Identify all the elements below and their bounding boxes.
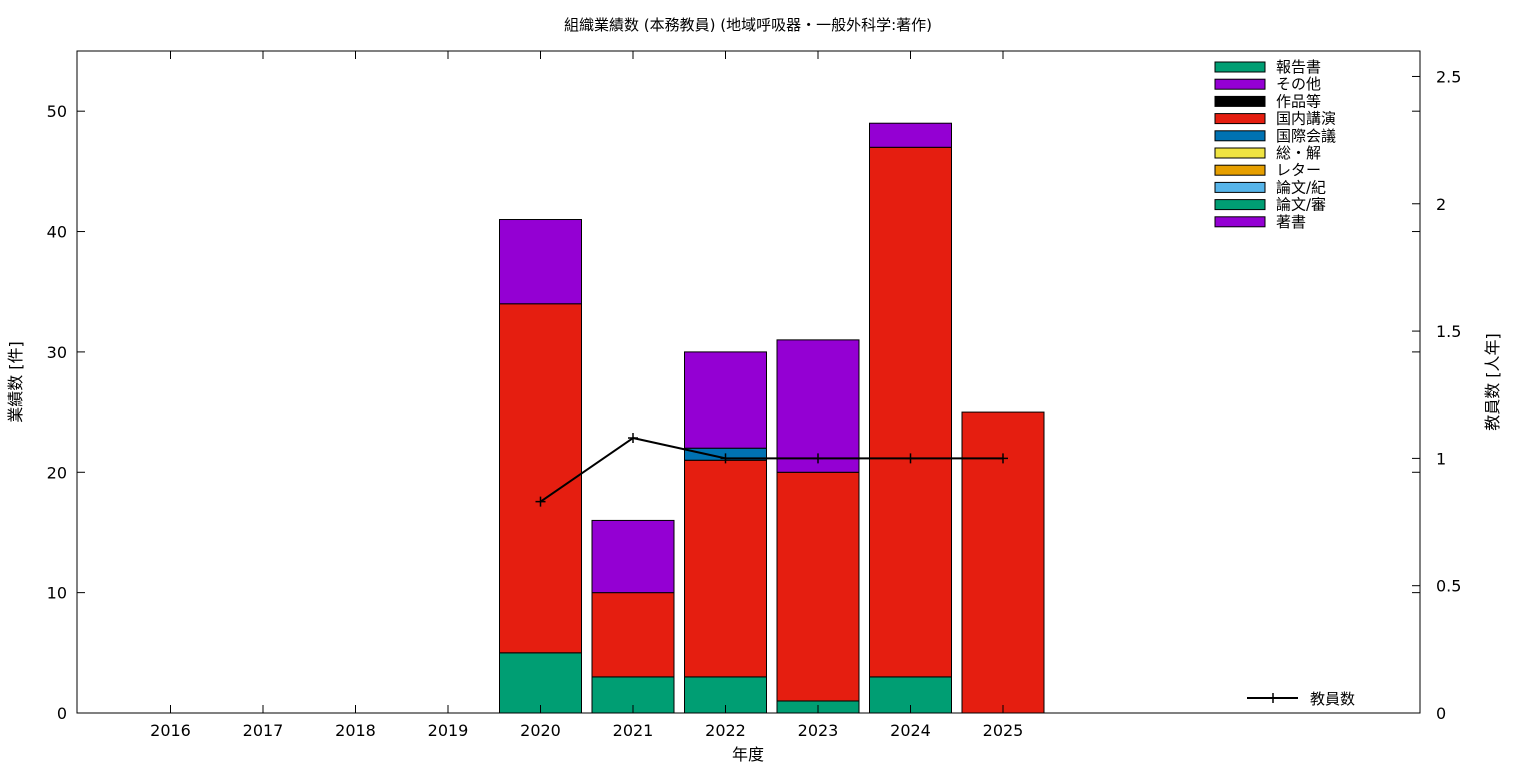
legend-swatch-国内講演 [1214,113,1266,125]
bar-国内講演-2021 [591,592,675,678]
legend-swatch-作品等 [1214,95,1266,107]
bar-著書-2023 [776,339,860,473]
axes-layer: 0 10 20 30 40 50 0 0.5 1 1.5 2 2.5 2016 2017 2018 2019 2… [47,51,1461,740]
y-tick-label: 0 [57,704,67,723]
legend-label: その他 [1276,75,1321,93]
legend-label: レター [1276,161,1321,179]
y-tick-label: 10 [47,584,67,603]
legend-label: 国際会議 [1276,127,1336,145]
bar-著書-2020 [499,219,582,305]
y-axis-label: 業績数 [件] [6,341,25,423]
legend-label: 論文/審 [1276,196,1326,214]
y2-axis-label: 教員数 [人年] [1483,333,1502,431]
legend-label: 論文/紀 [1276,178,1326,196]
y2-tick-label: 0.5 [1436,577,1461,596]
bar-著書-2024 [869,122,952,148]
legend-swatch-国際会議 [1214,130,1266,142]
y2-tick-label: 2 [1436,195,1446,214]
bar-著書-2021 [591,519,675,594]
legend-swatch-著書 [1214,216,1266,228]
x-tick-label: 2021 [613,721,654,740]
x-tick-label: 2020 [520,721,561,740]
line-point [905,453,916,464]
legend-label: 報告書 [1276,58,1321,76]
x-tick-label: 2019 [428,721,469,740]
bar-報告書-2020 [499,652,582,714]
legend-swatch-報告書 [1214,61,1266,73]
line-layer [535,433,1008,507]
bar-国内講演-2023 [776,471,860,702]
line-point [720,453,731,464]
y-tick-label: 40 [47,223,67,242]
legend-swatch-レター [1214,164,1266,176]
line-point [535,496,546,507]
bar-国内講演-2022 [684,459,767,678]
plot-frame [76,50,1421,714]
y-tick-label: 30 [47,343,67,362]
bars-layer [499,122,1045,714]
y-tick-label: 20 [47,463,67,482]
x-axis-label: 年度 [732,745,764,764]
bar-著書-2022 [684,351,767,449]
legend-label: 総・解 [1276,144,1321,162]
y2-tick-label: 1.5 [1436,322,1461,341]
bar-国内講演-2020 [499,303,582,654]
legend-swatch-総・解 [1214,147,1266,159]
legend-label: 国内講演 [1276,110,1336,128]
legend-swatch-その他 [1214,78,1266,90]
legend-line-marker [1268,693,1278,703]
legend-swatch-論文/紀 [1214,181,1266,193]
x-tick-label: 2018 [335,721,376,740]
legend-line-label: 教員数 [1310,690,1355,708]
line-point [998,453,1008,464]
x-tick-label: 2022 [705,721,746,740]
x-tick-label: 2024 [890,721,931,740]
y2-tick-label: 0 [1436,704,1446,723]
x-tick-label: 2025 [983,721,1024,740]
bar-国内講演-2024 [869,146,952,678]
line-point [628,433,638,444]
x-tick-label: 2023 [798,721,839,740]
x-tick-label: 2017 [243,721,284,740]
y2-tick-label: 1 [1436,449,1446,468]
y-tick-label: 50 [47,102,67,121]
line-point [813,453,823,464]
y2-tick-label: 2.5 [1436,67,1461,86]
x-tick-label: 2016 [150,721,191,740]
legend-swatch-論文/審 [1214,199,1266,211]
chart-title: 組織業績数 (本務教員) (地域呼吸器・一般外科学:著作) [564,16,932,34]
line-series-教員数 [539,436,1003,503]
legend-label: 著書 [1276,213,1306,231]
legend-label: 作品等 [1276,92,1321,110]
